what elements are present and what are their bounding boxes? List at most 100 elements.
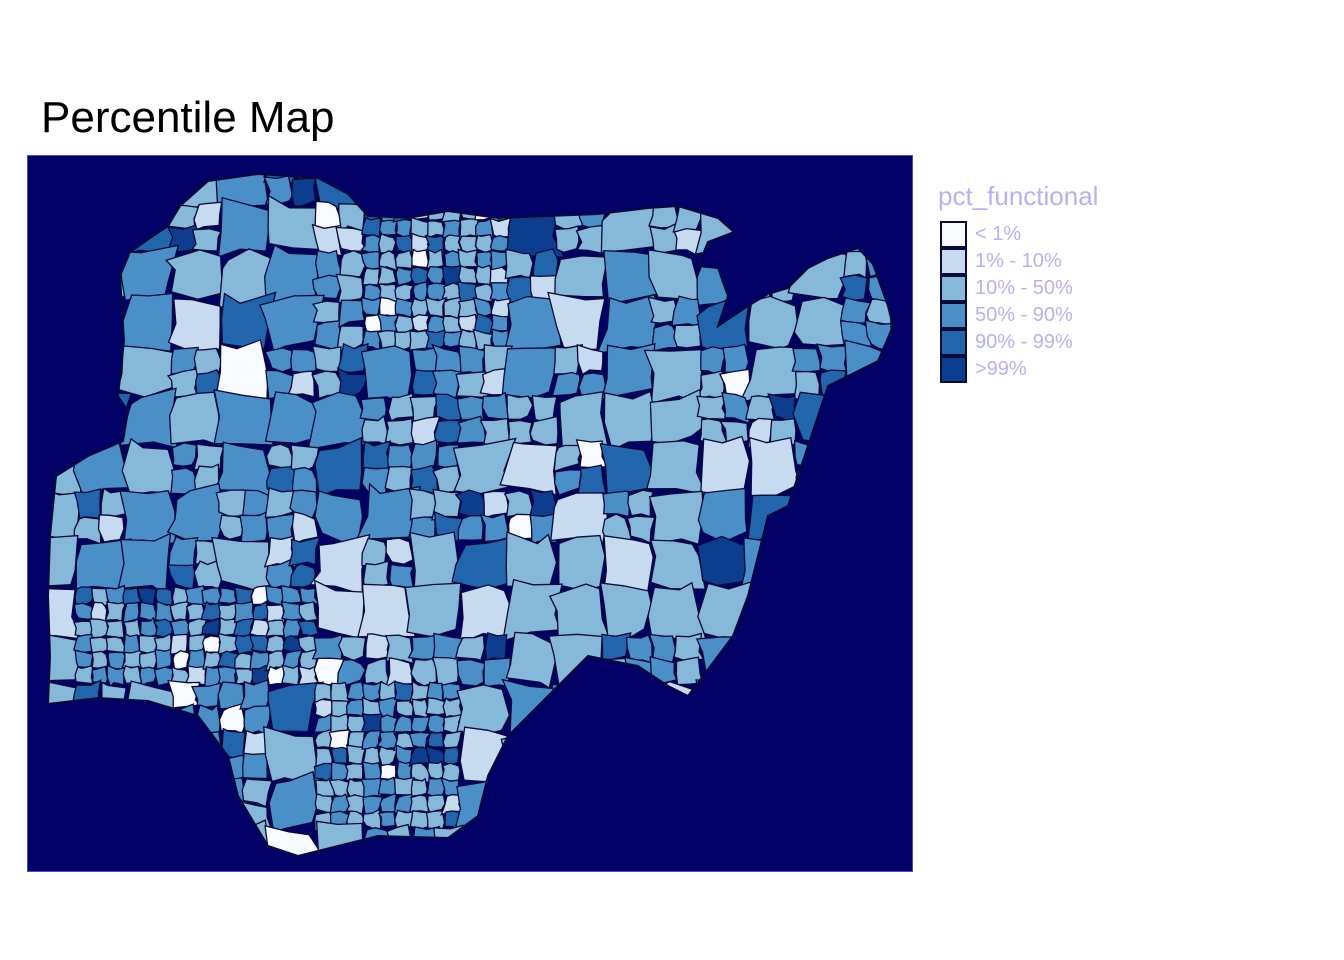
district-polygon[interactable] <box>154 648 172 670</box>
district-polygon[interactable] <box>68 250 125 309</box>
district-polygon[interactable] <box>28 420 55 449</box>
district-polygon[interactable] <box>122 799 152 829</box>
district-polygon[interactable] <box>698 158 748 211</box>
district-polygon[interactable] <box>556 724 606 784</box>
district-polygon[interactable] <box>456 684 511 735</box>
district-polygon[interactable] <box>648 490 704 546</box>
district-polygon[interactable] <box>790 202 848 256</box>
district-polygon[interactable] <box>649 801 679 828</box>
district-polygon[interactable] <box>28 826 86 872</box>
district-polygon[interactable] <box>770 778 797 809</box>
district-polygon[interactable] <box>143 776 177 807</box>
district-polygon[interactable] <box>696 729 729 757</box>
district-polygon[interactable] <box>816 343 849 374</box>
district-polygon[interactable] <box>699 848 729 873</box>
district-polygon[interactable] <box>506 393 534 420</box>
district-polygon[interactable] <box>795 847 823 872</box>
district-polygon[interactable] <box>311 274 344 300</box>
district-polygon[interactable] <box>457 515 484 541</box>
district-polygon[interactable] <box>696 297 750 353</box>
district-polygon[interactable] <box>378 745 399 767</box>
district-polygon[interactable] <box>70 776 124 833</box>
district-polygon[interactable] <box>865 249 896 278</box>
district-polygon[interactable] <box>268 770 319 833</box>
district-polygon[interactable] <box>889 347 913 374</box>
district-polygon[interactable] <box>790 636 823 662</box>
district-polygon[interactable] <box>239 679 270 710</box>
district-polygon[interactable] <box>120 778 152 808</box>
district-polygon[interactable] <box>649 539 706 590</box>
district-polygon[interactable] <box>431 488 462 521</box>
district-polygon[interactable] <box>380 714 399 736</box>
district-polygon[interactable] <box>533 156 562 185</box>
district-polygon[interactable] <box>409 531 463 594</box>
district-polygon[interactable] <box>672 775 701 808</box>
district-polygon[interactable] <box>792 827 823 856</box>
district-polygon[interactable] <box>338 299 366 328</box>
district-polygon[interactable] <box>792 390 852 450</box>
district-polygon[interactable] <box>529 415 559 446</box>
district-polygon[interactable] <box>743 609 775 641</box>
district-polygon[interactable] <box>171 442 197 467</box>
district-polygon[interactable] <box>171 801 199 833</box>
district-polygon[interactable] <box>142 158 174 183</box>
district-polygon[interactable] <box>696 394 729 420</box>
district-polygon[interactable] <box>286 370 315 398</box>
district-polygon[interactable] <box>395 700 414 717</box>
district-polygon[interactable] <box>427 732 445 748</box>
district-polygon[interactable] <box>104 619 125 639</box>
district-polygon[interactable] <box>360 234 382 255</box>
district-polygon[interactable] <box>889 536 913 566</box>
district-polygon[interactable] <box>556 776 610 826</box>
district-polygon[interactable] <box>387 443 414 470</box>
district-polygon[interactable] <box>553 469 583 496</box>
district-polygon[interactable] <box>426 248 445 270</box>
district-polygon[interactable] <box>28 250 84 305</box>
district-polygon[interactable] <box>820 632 846 665</box>
district-polygon[interactable] <box>787 538 852 592</box>
district-polygon[interactable] <box>743 157 776 181</box>
district-polygon[interactable] <box>912 542 913 568</box>
district-polygon[interactable] <box>913 467 914 493</box>
district-polygon[interactable] <box>378 232 397 255</box>
district-polygon[interactable] <box>431 343 462 375</box>
district-polygon[interactable] <box>357 583 417 638</box>
district-polygon[interactable] <box>410 716 431 733</box>
district-polygon[interactable] <box>411 314 431 333</box>
district-polygon[interactable] <box>889 751 913 781</box>
district-polygon[interactable] <box>138 649 160 671</box>
district-polygon[interactable] <box>505 631 557 689</box>
district-polygon[interactable] <box>695 679 752 737</box>
district-polygon[interactable] <box>311 634 343 660</box>
district-polygon[interactable] <box>912 563 913 592</box>
district-polygon[interactable] <box>786 778 851 837</box>
district-polygon[interactable] <box>395 266 414 286</box>
district-polygon[interactable] <box>121 437 177 496</box>
district-polygon[interactable] <box>117 345 176 398</box>
district-polygon[interactable] <box>335 273 364 304</box>
district-polygon[interactable] <box>697 579 757 640</box>
district-polygon[interactable] <box>627 489 654 518</box>
district-polygon[interactable] <box>122 292 174 353</box>
district-polygon[interactable] <box>769 249 798 278</box>
district-polygon[interactable] <box>146 801 177 831</box>
district-polygon[interactable] <box>427 714 447 734</box>
district-polygon[interactable] <box>595 293 657 355</box>
district-polygon[interactable] <box>410 266 429 285</box>
district-polygon[interactable] <box>172 649 191 671</box>
district-polygon[interactable] <box>650 156 705 212</box>
district-polygon[interactable] <box>504 156 534 182</box>
district-polygon[interactable] <box>864 465 893 495</box>
district-polygon[interactable] <box>69 199 131 261</box>
district-polygon[interactable] <box>700 435 751 497</box>
district-polygon[interactable] <box>723 728 753 755</box>
district-polygon[interactable] <box>193 443 225 471</box>
district-polygon[interactable] <box>481 391 510 421</box>
district-polygon[interactable] <box>68 820 128 872</box>
district-polygon[interactable] <box>606 681 661 732</box>
district-polygon[interactable] <box>890 250 913 278</box>
district-polygon[interactable] <box>74 664 95 685</box>
district-polygon[interactable] <box>599 156 656 210</box>
district-polygon[interactable] <box>169 391 221 447</box>
district-polygon[interactable] <box>408 156 464 208</box>
